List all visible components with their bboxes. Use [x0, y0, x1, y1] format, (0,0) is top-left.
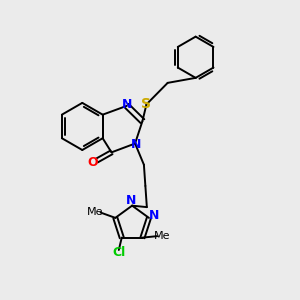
Text: N: N — [131, 138, 141, 151]
Text: Cl: Cl — [112, 246, 125, 260]
Text: Me: Me — [154, 230, 171, 241]
Text: N: N — [122, 98, 133, 111]
Text: Me: Me — [87, 207, 104, 217]
Text: O: O — [87, 156, 98, 169]
Text: N: N — [149, 209, 159, 222]
Text: S: S — [142, 98, 152, 111]
Text: N: N — [126, 194, 136, 207]
